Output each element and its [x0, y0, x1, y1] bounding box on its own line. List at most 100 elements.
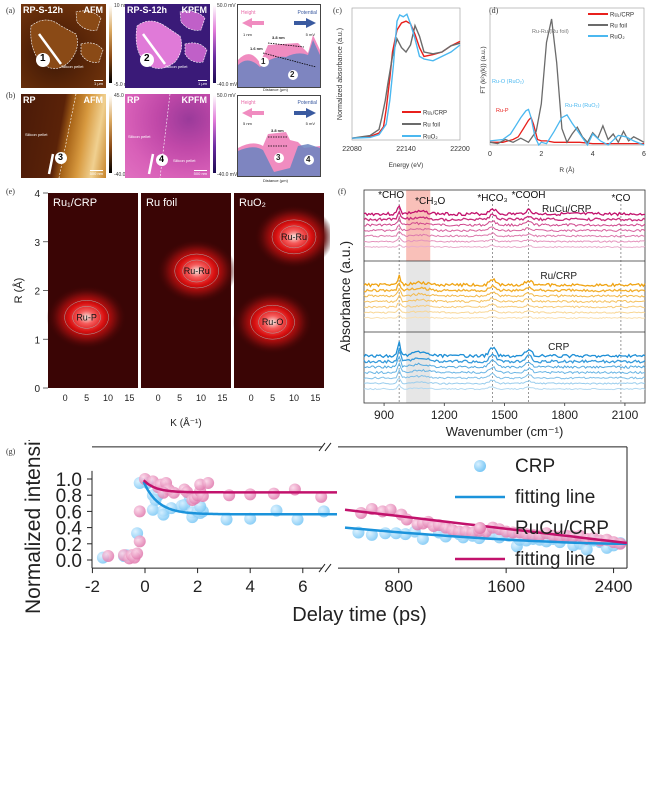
x-tick-label: 22140 — [396, 146, 416, 153]
legend-label: Ru foil — [610, 24, 627, 30]
data-point-crp — [416, 532, 429, 545]
wt-contour — [64, 300, 109, 335]
kpfm-b-annotation-2: Silicon pellet — [173, 158, 196, 163]
series-line-1 — [489, 18, 645, 145]
wt-contour — [279, 225, 309, 249]
x-tick-label: 5 — [177, 393, 182, 403]
peak-label: *HCO₃ — [477, 193, 507, 204]
series-line-0 — [351, 20, 461, 139]
marker-2: 2 — [144, 53, 150, 64]
profile-b-potential-label: Potential — [297, 100, 317, 106]
afm-a-mode: AFM — [83, 5, 104, 15]
x-tick-label: 6 — [642, 151, 646, 158]
ftir-trace — [363, 204, 646, 217]
kpfm-a-sample: RP-S-12h — [127, 5, 168, 15]
ftir-trace — [363, 384, 646, 391]
profile-b-right-unit: 5 mV — [305, 121, 315, 126]
x-tick-label: 10 — [289, 393, 299, 403]
y-tick-label: 4 — [34, 189, 40, 200]
y-axis-label: Absorbance (a.u.) — [337, 241, 353, 352]
plot-frame — [363, 189, 646, 404]
data-point-rucu-crp — [167, 486, 180, 499]
afm-a-scale-top: 10 nm — [114, 3, 128, 9]
x-tick-label: 1200 — [431, 408, 458, 422]
x-tick-label: 5 — [84, 393, 89, 403]
profile-a-potential-label: Potential — [297, 10, 317, 16]
series-line-1 — [351, 23, 461, 139]
annotation-ru-ru-ruo2: Ru-Ru (RuO₂) — [565, 103, 600, 109]
annotation-ru-p: Ru-P — [496, 108, 509, 114]
data-point-rucu-crp — [355, 507, 368, 520]
wt-contour — [271, 219, 317, 255]
kpfm-a-scale-top: 50.0 mV — [217, 3, 236, 9]
kpfm-image-b: RP KPFM Silicon pellet Silicon pellet 4 … — [125, 94, 210, 178]
x-tick-label: 15 — [124, 393, 134, 403]
wt-peak-label: Ru-Ru — [184, 266, 210, 276]
data-point-rucu-crp — [223, 489, 236, 502]
x-tick-label: 1600 — [487, 577, 525, 596]
marker-3: 3 — [58, 152, 64, 162]
profile-a-dim-1: 3.8 nm — [272, 35, 285, 40]
highlight-band-red — [406, 190, 431, 261]
wt-peak-glow — [232, 290, 313, 355]
wt-map-title: RuO₂ — [239, 197, 266, 209]
legend-label: CRP — [515, 456, 555, 477]
kpfm-image-a: RP-S-12h KPFM 2 Silicon pellet 1 μm — [125, 4, 210, 88]
axis-break-mark — [318, 563, 326, 573]
afm-b-scalebar: 500 nm — [89, 170, 103, 176]
afm-a-annotation: Silicon pellet — [61, 64, 84, 69]
wt-map-title: Ru₁/CRP — [53, 197, 97, 209]
kpfm-a-mode: KPFM — [181, 5, 208, 15]
ftir-trace — [363, 293, 646, 304]
legend-label: fitting line — [515, 487, 595, 508]
legend-marker — [474, 460, 486, 472]
kpfm-b-mode: KPFM — [181, 95, 208, 105]
profile-a-marker-2: 2 — [290, 70, 295, 79]
profile-a-dim-2: 1.6 nm — [250, 46, 263, 51]
afm-image-a: RP-S-12h AFM 1 Silicon pellet 1 μm — [21, 4, 106, 88]
wt-peak-label: Ru-O — [262, 317, 284, 327]
data-point-rucu-crp — [384, 503, 397, 516]
data-point-rucu-crp — [133, 535, 146, 548]
data-point-crp — [244, 512, 257, 525]
y-tick-label: 2 — [34, 287, 40, 298]
ftir-trace — [363, 215, 646, 228]
ftir-trace — [363, 230, 645, 238]
series-line-0 — [490, 116, 644, 145]
data-point-crp — [146, 503, 159, 516]
x-tick-label: 0 — [140, 577, 149, 596]
ftir-trace — [363, 236, 646, 243]
x-tick-label: 15 — [217, 393, 227, 403]
peak-label: *CH₃O — [415, 196, 445, 207]
x-tick-label: 2100 — [612, 408, 639, 422]
y-tick-label: 0.6 — [56, 502, 82, 523]
wt-peak-label: Ru-Ru — [281, 232, 307, 242]
ftir-trace — [363, 347, 646, 364]
y-axis-label: Normalized intensity — [22, 440, 45, 614]
data-point-rucu-crp — [288, 483, 301, 496]
group-label: CRP — [548, 342, 569, 353]
afm-image-b: RP AFM Silicon pellet 3 500 nm — [21, 94, 106, 178]
wt-contour — [72, 306, 101, 329]
group-label: Ru/CRP — [540, 271, 577, 282]
data-point-crp — [379, 527, 392, 540]
transient-decay-chart: 0.00.20.40.60.81.0 -2 0 2 4 6 800 1600 2400 Delay… — [22, 440, 632, 626]
data-point-crp — [317, 505, 330, 518]
ftir-trace — [363, 244, 646, 249]
peak-label: *CHO — [378, 190, 404, 201]
x-tick-label: 2 — [539, 151, 543, 158]
annotation-ru-ru-foil: Ru-Ru (Ru foil) — [532, 29, 569, 35]
series-line-2 — [351, 13, 461, 139]
data-point-crp — [365, 528, 378, 541]
panel-label-e: (e) — [6, 187, 15, 196]
profile-a-height-label: Height — [241, 10, 256, 16]
kpfm-b-scale-top: 50.0 mV — [217, 93, 236, 99]
data-point-rucu-crp — [315, 490, 328, 503]
x-tick-label: 15 — [310, 393, 320, 403]
ftir-trace — [363, 288, 646, 298]
legend-label: Ru foil — [423, 123, 440, 129]
profile-b-marker-3: 3 — [276, 153, 281, 162]
profile-a-left-unit: 1 nm — [243, 32, 252, 37]
x-tick-label: 4 — [245, 577, 254, 596]
